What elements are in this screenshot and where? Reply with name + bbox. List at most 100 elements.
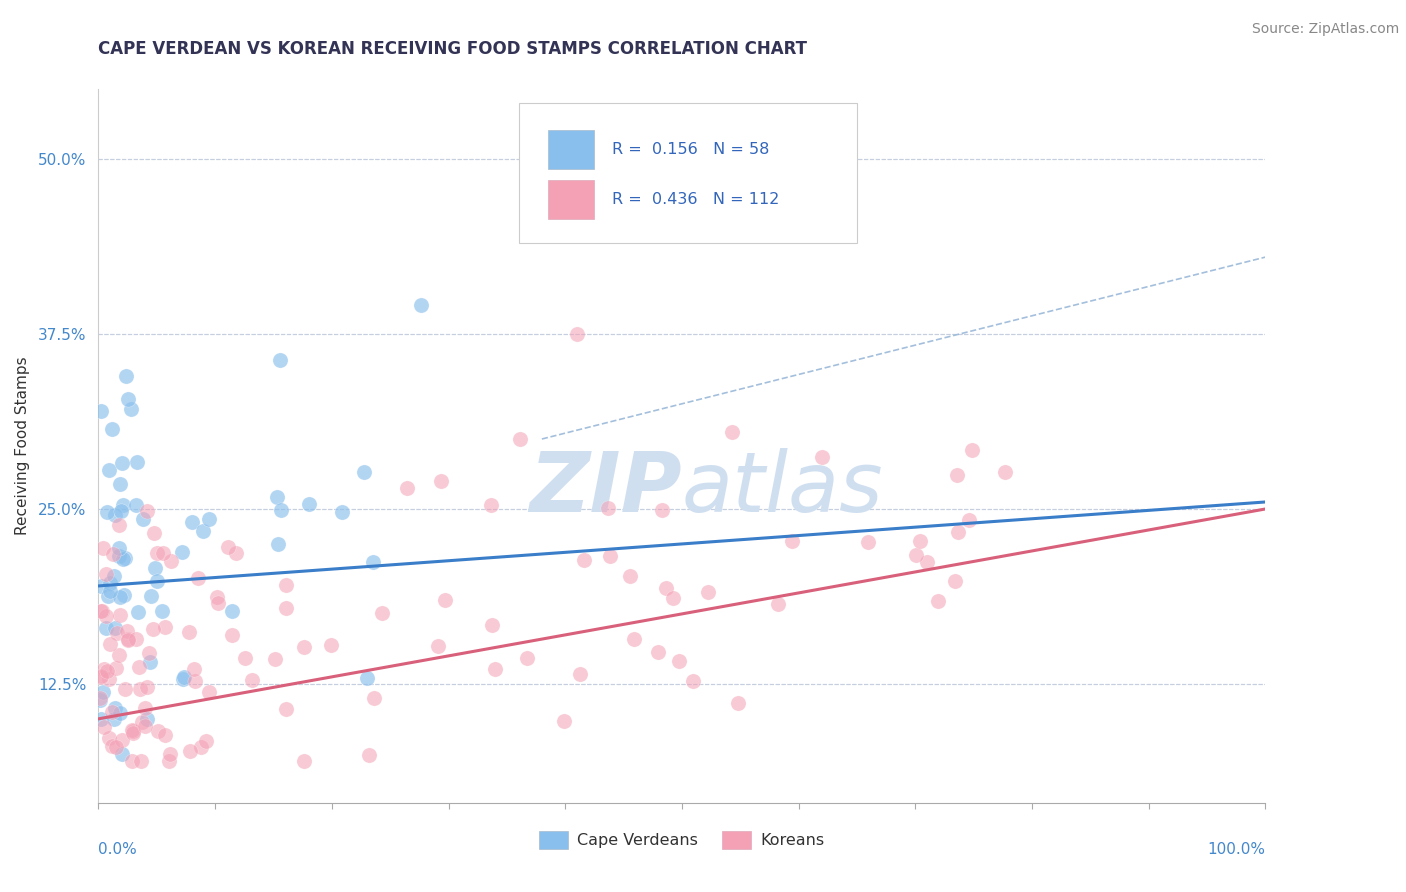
Point: [90, 670, 112, 684]
Point: [782, 534, 804, 549]
Point: [221, 604, 243, 618]
Text: 100.0%: 100.0%: [1208, 842, 1265, 857]
Point: [509, 432, 531, 446]
Point: [430, 474, 453, 488]
Point: [356, 671, 378, 685]
Point: [103, 712, 125, 726]
Point: [150, 604, 173, 618]
Point: [917, 555, 939, 569]
Point: [962, 442, 984, 457]
Point: [153, 620, 176, 634]
Point: [994, 465, 1017, 479]
Point: [274, 601, 297, 615]
Point: [98, 583, 121, 598]
Point: [553, 714, 575, 728]
Point: [479, 498, 502, 512]
Point: [129, 681, 152, 696]
Point: [98, 637, 121, 651]
Point: [221, 627, 243, 641]
Point: [233, 651, 256, 665]
Point: [662, 591, 685, 605]
Point: [484, 662, 506, 676]
Point: [145, 561, 167, 575]
Point: [90, 403, 112, 417]
Point: [697, 585, 720, 599]
Legend: Cape Verdeans, Koreans: Cape Verdeans, Koreans: [533, 824, 831, 855]
Point: [568, 667, 591, 681]
Point: [371, 607, 394, 621]
Point: [132, 511, 155, 525]
Bar: [548, 180, 595, 219]
Point: [321, 638, 343, 652]
Point: [148, 723, 170, 738]
Point: [98, 672, 121, 686]
Point: [96, 664, 118, 678]
Point: [111, 732, 134, 747]
Point: [104, 739, 127, 754]
Point: [98, 575, 121, 590]
Point: [91, 541, 114, 555]
Point: [142, 525, 165, 540]
Point: [651, 502, 673, 516]
Point: [179, 625, 201, 640]
Point: [100, 422, 122, 436]
Point: [811, 152, 834, 166]
Point: [138, 655, 160, 669]
Point: [946, 525, 969, 540]
Point: [353, 465, 375, 479]
Point: [270, 503, 292, 517]
Point: [292, 640, 315, 655]
Point: [574, 553, 596, 567]
Point: [101, 739, 124, 754]
Point: [115, 624, 138, 638]
Point: [330, 504, 353, 518]
Point: [363, 690, 385, 705]
Point: [105, 626, 128, 640]
Point: [121, 723, 143, 738]
Point: [904, 549, 927, 563]
Point: [111, 456, 134, 470]
Point: [125, 632, 148, 647]
Point: [107, 549, 129, 564]
Point: [146, 574, 169, 588]
Point: [946, 468, 969, 483]
Point: [104, 621, 127, 635]
Point: [93, 685, 115, 699]
Point: [647, 645, 669, 659]
Point: [127, 455, 149, 469]
Point: [292, 754, 315, 768]
Point: [100, 705, 122, 719]
Point: [298, 497, 321, 511]
Point: [136, 712, 159, 726]
Point: [103, 569, 125, 583]
Point: [134, 701, 156, 715]
Point: [619, 568, 641, 582]
Point: [957, 513, 980, 527]
Point: [141, 589, 163, 603]
Point: [146, 546, 169, 560]
Point: [104, 661, 127, 675]
Point: [112, 588, 135, 602]
Point: [110, 590, 132, 604]
Point: [945, 574, 967, 588]
Point: [127, 605, 149, 619]
Point: [152, 546, 174, 560]
Point: [187, 571, 209, 585]
Text: R =  0.436   N = 112: R = 0.436 N = 112: [612, 193, 779, 207]
Point: [668, 654, 690, 668]
Point: [266, 491, 288, 505]
Point: [91, 604, 114, 618]
Point: [682, 673, 704, 688]
Point: [276, 578, 298, 592]
Point: [195, 734, 218, 748]
Text: atlas: atlas: [682, 449, 883, 529]
Point: [117, 392, 139, 406]
Point: [481, 617, 503, 632]
Point: [142, 622, 165, 636]
Point: [927, 594, 949, 608]
Point: [121, 723, 143, 738]
Point: [655, 581, 678, 595]
Point: [361, 555, 384, 569]
Point: [89, 690, 111, 705]
Point: [117, 632, 139, 646]
